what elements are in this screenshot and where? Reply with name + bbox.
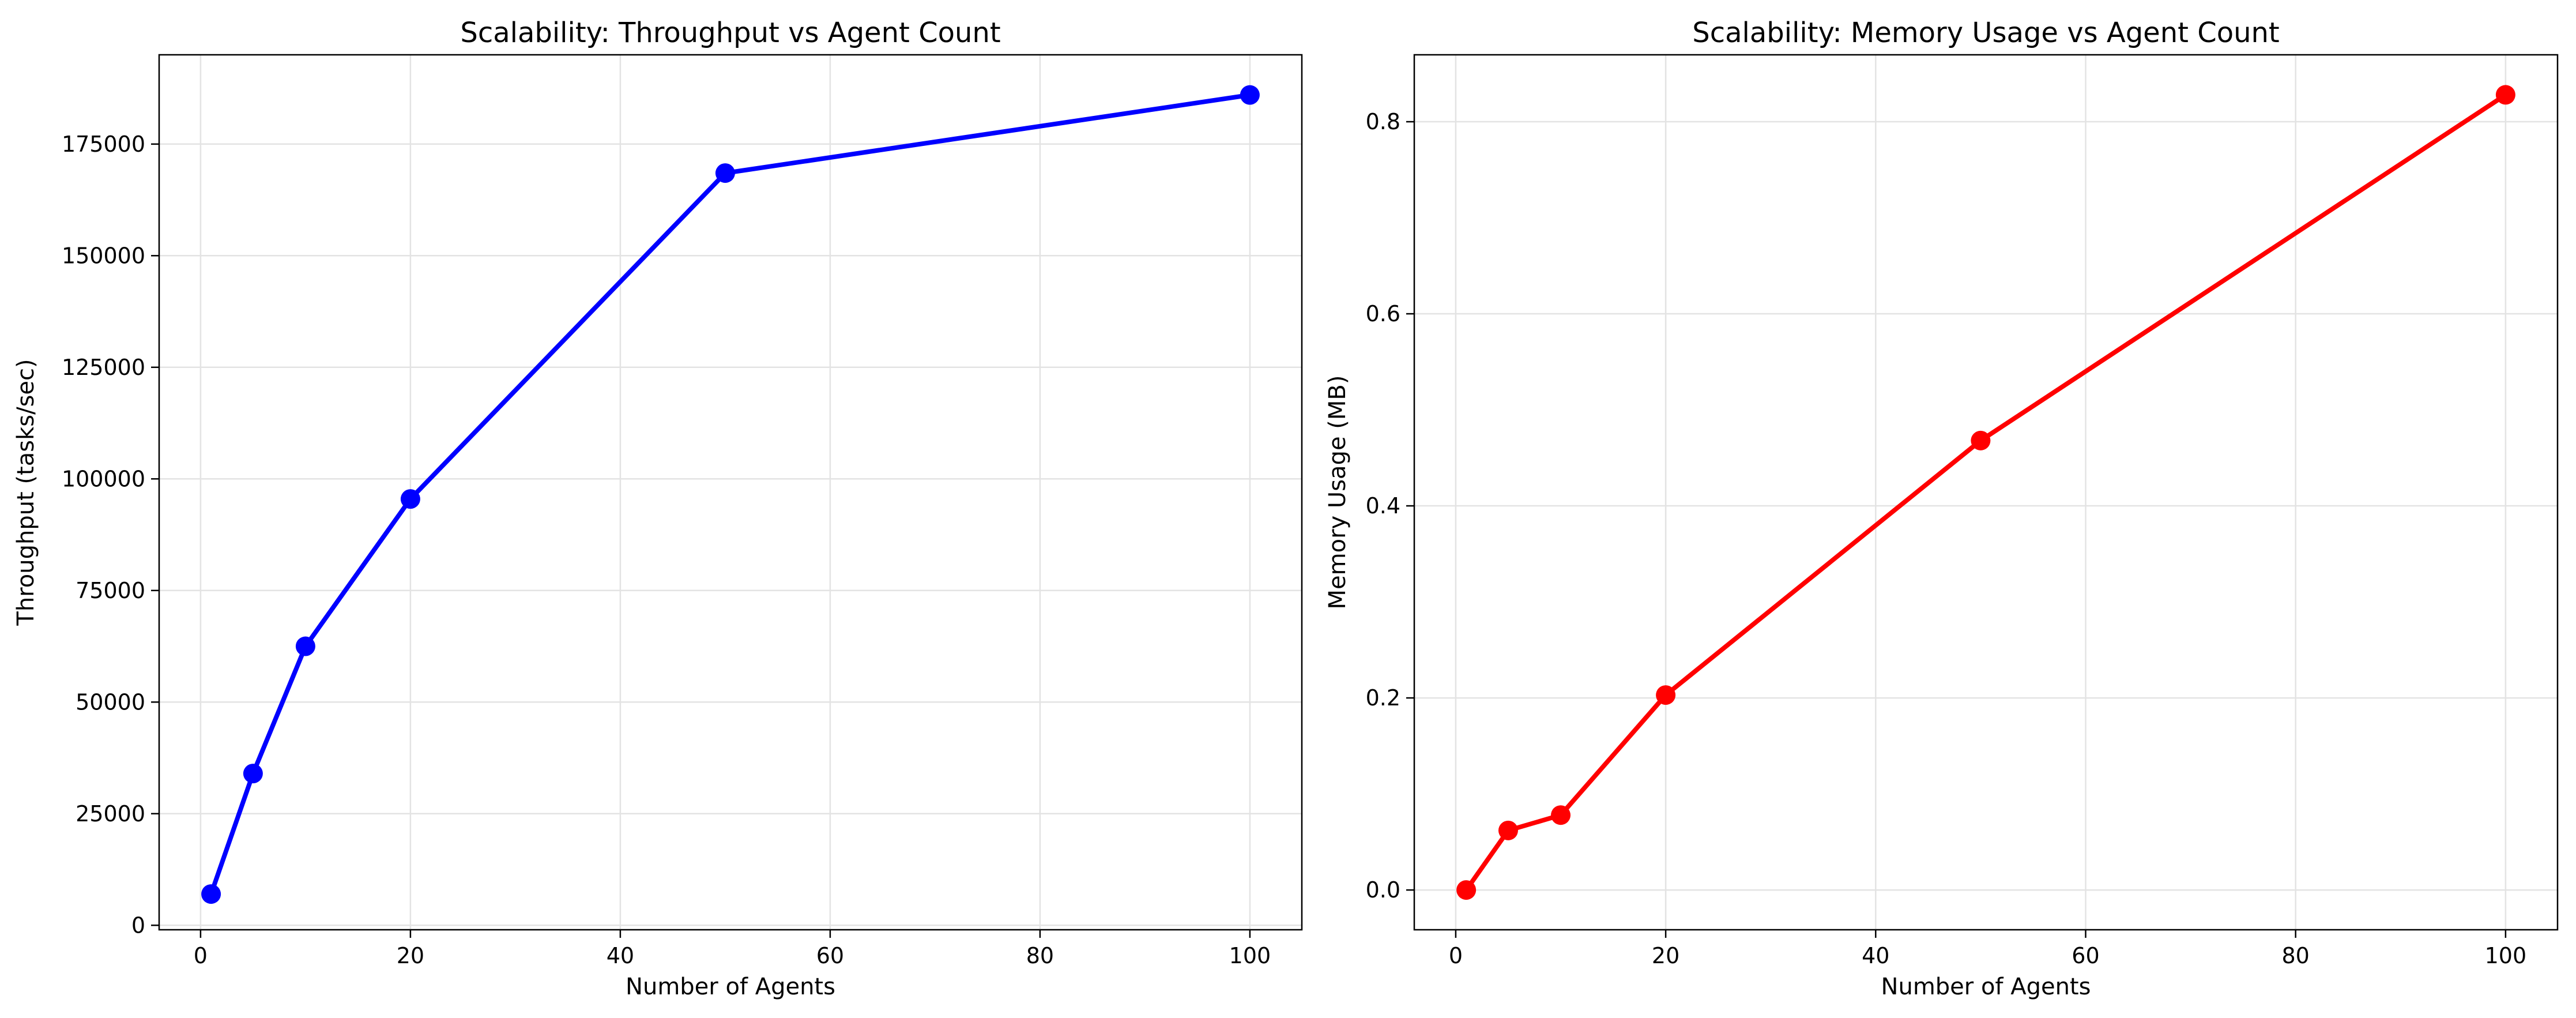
x-tick-label: 0 — [194, 943, 208, 968]
data-point — [1498, 820, 1518, 840]
series-line — [209, 92, 1252, 897]
series-line — [1464, 92, 2508, 893]
y-tick-label: 75000 — [76, 578, 145, 603]
x-axis-label: Number of Agents — [626, 974, 835, 1000]
data-point — [400, 489, 420, 509]
y-ticks: 0.0 0.2 0.4 0.6 0.8 — [1366, 109, 1414, 903]
axes — [1413, 54, 2559, 931]
x-tick-label: 100 — [1229, 943, 1271, 968]
data-point — [1456, 880, 1477, 900]
data-point — [2495, 85, 2515, 105]
y-tick-label: 0.6 — [1366, 301, 1400, 326]
y-tick-label: 0.4 — [1366, 493, 1400, 519]
series-points — [201, 85, 1260, 904]
y-tick-label: 50000 — [76, 689, 145, 715]
x-tick-label: 0 — [1449, 943, 1463, 968]
series-line-path — [1464, 92, 2508, 893]
axes — [158, 54, 1303, 931]
y-tick-label: 25000 — [76, 801, 145, 827]
data-point — [1551, 805, 1571, 825]
data-point — [295, 636, 315, 656]
y-tick-label: 125000 — [62, 355, 145, 380]
x-tick-label: 80 — [1026, 943, 1054, 968]
x-tick-label: 100 — [2485, 943, 2527, 968]
y-tick-label: 150000 — [62, 243, 145, 268]
data-point — [1240, 85, 1260, 105]
data-point — [243, 764, 263, 784]
x-tick-label: 20 — [1652, 943, 1679, 968]
chart-title: Scalability: Memory Usage vs Agent Count — [1692, 17, 2280, 49]
grid — [1414, 55, 2558, 930]
x-tick-label: 40 — [1862, 943, 1889, 968]
x-axis-label: Number of Agents — [1881, 974, 2091, 1000]
throughput-chart: Scalability: Throughput vs Agent Count 0… — [13, 17, 1303, 1000]
y-axis-label: Throughput (tasks/sec) — [13, 359, 39, 626]
data-point — [1656, 685, 1676, 705]
x-tick-label: 60 — [816, 943, 844, 968]
x-ticks: 0 20 40 60 80 100 — [1449, 930, 2526, 968]
y-tick-label: 0.8 — [1366, 109, 1400, 134]
series-line-path — [209, 92, 1252, 897]
chart-title: Scalability: Throughput vs Agent Count — [460, 17, 1000, 49]
y-tick-label: 175000 — [62, 132, 145, 157]
data-point — [1971, 430, 1991, 450]
y-tick-label: 0 — [131, 912, 145, 938]
y-axis-label: Memory Usage (MB) — [1324, 375, 1351, 610]
data-point — [201, 884, 221, 904]
grid — [159, 55, 1302, 930]
memory-chart: Scalability: Memory Usage vs Agent Count… — [1324, 17, 2559, 1000]
x-tick-label: 40 — [607, 943, 634, 968]
y-tick-label: 0.2 — [1366, 685, 1400, 711]
y-tick-label: 100000 — [62, 466, 145, 491]
x-ticks: 0 20 40 60 80 100 — [194, 930, 1271, 968]
axes-frame — [1413, 54, 2559, 931]
axes-frame — [158, 54, 1303, 931]
x-tick-label: 60 — [2072, 943, 2099, 968]
y-ticks: 0 25000 50000 75000 100000 125000 150000 175000 — [62, 132, 159, 938]
series-points — [1456, 85, 2515, 900]
x-tick-label: 80 — [2281, 943, 2309, 968]
y-tick-label: 0.0 — [1366, 877, 1400, 903]
x-tick-label: 20 — [397, 943, 424, 968]
data-point — [715, 163, 735, 183]
